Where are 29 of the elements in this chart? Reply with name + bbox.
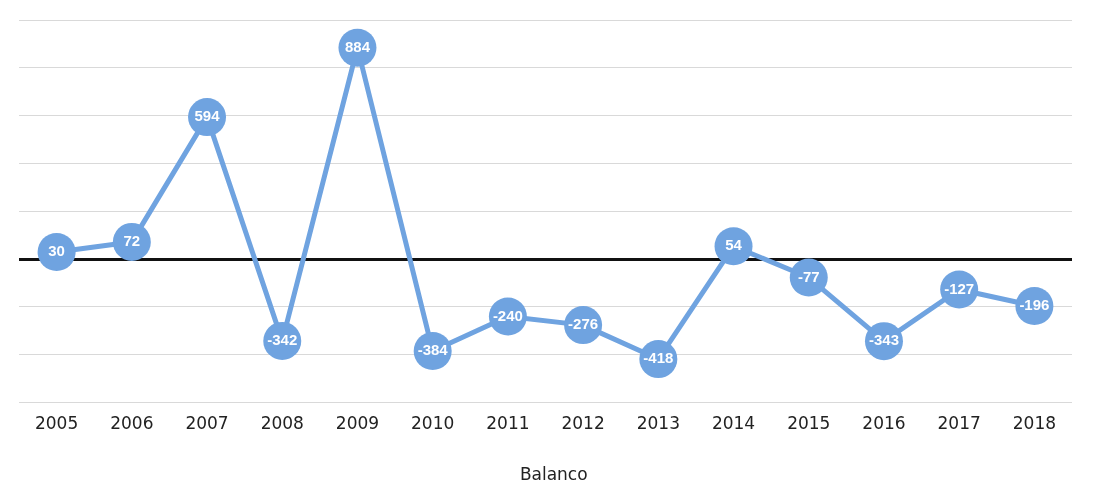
x-tick-label: 2007 xyxy=(185,413,229,434)
data-label: -196 xyxy=(1019,296,1050,314)
data-label: -418 xyxy=(643,349,674,367)
data-label: 72 xyxy=(123,232,141,250)
x-tick-label: 2010 xyxy=(411,413,455,434)
data-label: -342 xyxy=(267,331,298,349)
x-tick-label: 2017 xyxy=(937,413,981,434)
x-tick-label: 2013 xyxy=(636,413,680,434)
data-label: -343 xyxy=(868,331,899,349)
x-tick-label: 2016 xyxy=(862,413,906,434)
x-tick-label: 2008 xyxy=(260,413,304,434)
data-label: 884 xyxy=(344,37,371,55)
x-tick-label: 2005 xyxy=(34,413,79,434)
x-tick-label: 2014 xyxy=(711,413,756,434)
x-tick-label: 2006 xyxy=(110,413,154,434)
data-label: -77 xyxy=(797,267,820,285)
x-tick-label: 2011 xyxy=(486,413,530,434)
data-label: -276 xyxy=(568,315,599,333)
text: Balanco xyxy=(519,463,588,484)
x-tick-label: 2015 xyxy=(787,413,831,434)
x-tick-label: 2012 xyxy=(561,413,605,434)
data-label: -384 xyxy=(417,341,449,359)
data-label: -127 xyxy=(944,279,975,297)
data-label: -240 xyxy=(492,306,523,324)
data-label: 594 xyxy=(194,107,221,125)
data-label: 54 xyxy=(725,236,743,254)
x-tick-label: 2018 xyxy=(1012,413,1057,434)
data-label: 30 xyxy=(48,242,65,260)
x-tick-label: 2009 xyxy=(335,413,380,434)
